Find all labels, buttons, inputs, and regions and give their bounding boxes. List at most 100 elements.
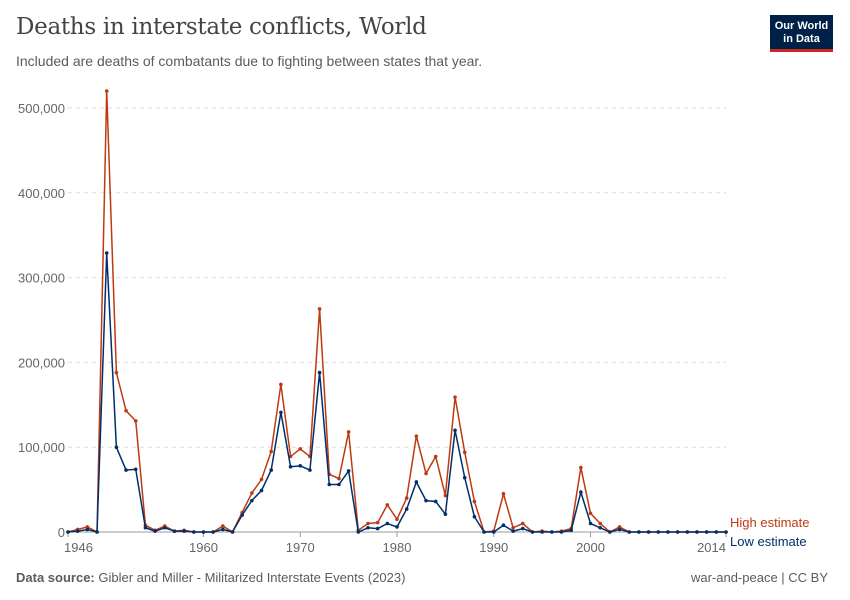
legend-label: Low estimate xyxy=(730,534,807,549)
data-point xyxy=(250,491,254,495)
data-point xyxy=(143,525,148,530)
data-point xyxy=(588,511,593,516)
source-label: Data source: xyxy=(16,570,95,585)
data-point xyxy=(395,525,399,529)
data-point xyxy=(666,530,670,534)
data-point xyxy=(182,529,186,533)
data-point xyxy=(462,450,467,455)
data-point xyxy=(453,395,457,399)
x-tick-label: 1970 xyxy=(286,540,315,555)
data-point xyxy=(211,530,215,534)
data-point xyxy=(695,530,699,534)
data-point xyxy=(85,525,90,529)
data-point xyxy=(520,526,525,531)
series-line-high-estimate xyxy=(67,91,726,534)
data-point xyxy=(385,521,390,526)
data-point xyxy=(250,498,254,503)
data-point xyxy=(714,530,719,534)
data-point xyxy=(472,499,477,504)
data-point xyxy=(491,530,496,534)
data-point xyxy=(259,477,264,482)
data-point xyxy=(114,445,119,450)
data-point xyxy=(375,526,380,531)
data-point xyxy=(579,490,583,494)
data-point xyxy=(240,513,244,517)
data-point xyxy=(520,521,525,526)
owid-logo[interactable]: Our World in Data xyxy=(770,15,833,52)
data-point xyxy=(114,370,119,375)
data-point xyxy=(511,525,515,530)
x-tick-label: 1960 xyxy=(189,540,218,555)
data-point xyxy=(530,530,535,534)
data-point xyxy=(414,434,419,438)
data-point xyxy=(337,482,341,487)
license[interactable]: war-and-peace | CC BY xyxy=(690,570,828,585)
data-point xyxy=(162,525,167,530)
data-point xyxy=(579,465,583,470)
data-point xyxy=(627,530,632,534)
data-point xyxy=(221,524,225,528)
y-tick-label: 100,000 xyxy=(18,440,65,455)
data-point xyxy=(598,525,603,530)
data-point xyxy=(317,307,322,311)
data-point xyxy=(424,471,428,476)
data-point xyxy=(356,530,361,534)
data-point xyxy=(298,464,303,468)
data-point xyxy=(279,410,283,415)
data-point xyxy=(395,517,399,522)
data-point xyxy=(385,503,390,507)
data-point xyxy=(221,527,225,532)
data-point xyxy=(124,468,128,472)
data-point xyxy=(327,482,332,487)
data-point xyxy=(462,475,467,480)
data-point xyxy=(337,476,341,481)
y-tick-label: 0 xyxy=(58,525,65,540)
data-point xyxy=(443,493,448,498)
data-point xyxy=(153,529,157,533)
data-point xyxy=(269,449,274,454)
data-point xyxy=(472,514,477,519)
data-point xyxy=(433,499,438,504)
data-point xyxy=(288,464,293,469)
data-point xyxy=(501,492,506,496)
x-tick-label: 1980 xyxy=(383,540,412,555)
data-point xyxy=(95,530,99,534)
data-point xyxy=(298,447,303,451)
data-point xyxy=(424,498,428,503)
data-point xyxy=(191,530,196,534)
data-point xyxy=(675,530,680,534)
data-point xyxy=(133,467,138,472)
x-tick-label: 1946 xyxy=(64,540,93,555)
data-point xyxy=(414,480,419,484)
data-point xyxy=(404,507,409,511)
chart-title: Deaths in interstate conflicts, World xyxy=(16,14,427,40)
data-point xyxy=(375,520,380,525)
x-tick-label: 1990 xyxy=(479,540,508,555)
y-tick-label: 200,000 xyxy=(18,355,65,370)
data-point xyxy=(124,408,128,413)
data-point xyxy=(346,469,351,473)
data-point xyxy=(482,530,486,534)
data-point xyxy=(404,496,409,500)
data-point xyxy=(104,251,109,255)
data-point xyxy=(66,530,70,534)
y-tick-label: 300,000 xyxy=(18,271,65,286)
data-point xyxy=(559,530,564,534)
data-point xyxy=(104,89,109,93)
data-point xyxy=(269,468,274,472)
source-text[interactable]: Gibler and Miller - Militarized Intersta… xyxy=(98,570,406,585)
data-point xyxy=(511,529,515,533)
data-point xyxy=(317,370,322,375)
data-point xyxy=(85,527,90,532)
data-point xyxy=(201,530,206,534)
series-line-low-estimate xyxy=(67,252,726,534)
data-point xyxy=(685,530,690,534)
data-point xyxy=(704,530,709,534)
data-point xyxy=(608,530,612,534)
data-point xyxy=(617,525,622,529)
data-point xyxy=(598,521,603,526)
data-point xyxy=(308,468,312,472)
x-tick-label: 2000 xyxy=(576,540,605,555)
data-point xyxy=(279,382,283,387)
y-tick-label: 400,000 xyxy=(18,186,65,201)
